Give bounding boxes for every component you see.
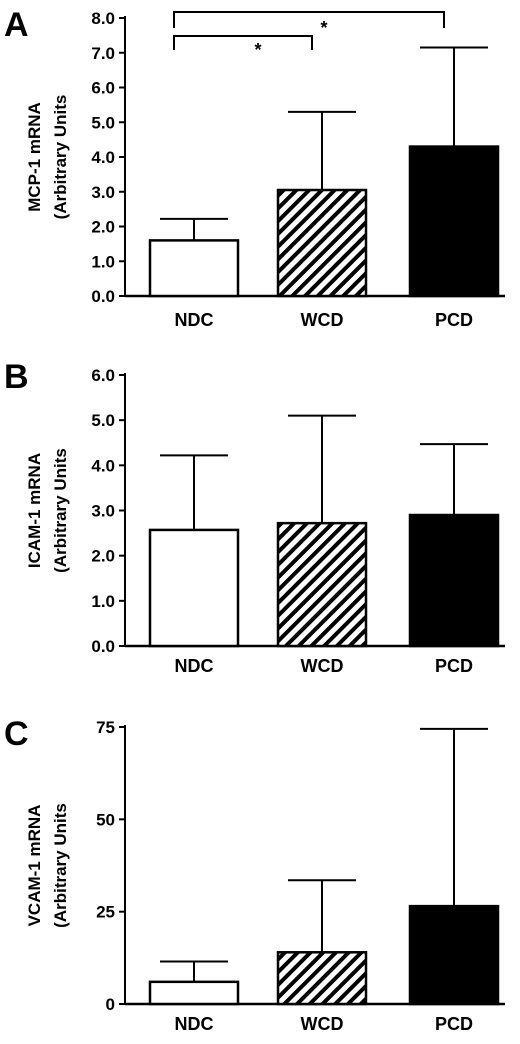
bar-pcd (408, 904, 500, 1006)
bar-wcd (276, 521, 368, 648)
y-tick-label: 8.0 (91, 9, 115, 28)
significance-star: * (254, 40, 261, 60)
bar-pcd (408, 145, 500, 298)
category-label: WCD (301, 310, 344, 330)
category-label: PCD (435, 310, 473, 330)
significance-bracket (173, 35, 313, 50)
bar-pcd (408, 513, 500, 648)
bar-wcd (276, 951, 368, 1006)
y-tick-label: 2.0 (91, 547, 115, 566)
y-tick-label: 1.0 (91, 592, 115, 611)
significance-star: * (320, 18, 327, 38)
panel-letter: C (4, 715, 29, 753)
panel-letter: B (4, 358, 29, 396)
y-axis-label: ICAM-1 mRNA (25, 453, 44, 568)
category-label: NDC (175, 656, 214, 676)
panel-letter: A (4, 6, 29, 44)
significance-bracket (173, 11, 445, 28)
y-tick-label: 0.0 (91, 637, 115, 656)
category-label: NDC (175, 310, 214, 330)
category-label: NDC (175, 1014, 214, 1034)
y-tick-label: 7.0 (91, 44, 115, 63)
y-tick-label: 6.0 (91, 366, 115, 385)
category-label: WCD (301, 1014, 344, 1034)
bar-wcd (276, 188, 368, 298)
y-axis-label-units: (Arbitrary Units (51, 803, 70, 928)
panel-b: B 0.0 1.0 2.0 3.0 4.0 5.0 6.0 ICAM-1 mRNA (Arbitr… (4, 358, 505, 676)
y-tick-label: 5.0 (91, 411, 115, 430)
y-tick-label: 2.0 (91, 218, 115, 237)
y-axis-label: VCAM-1 mRNA (25, 805, 44, 927)
y-tick-label: 25 (96, 903, 115, 922)
category-label: WCD (301, 656, 344, 676)
y-tick-label: 3.0 (91, 183, 115, 202)
y-axis-label-units: (Arbitrary Units (51, 95, 70, 220)
category-label: PCD (435, 1014, 473, 1034)
y-tick-label: 0 (106, 995, 115, 1014)
y-axis-label-units: (Arbitrary Units (51, 448, 70, 573)
bar-ndc (148, 239, 240, 298)
bar-ndc (148, 528, 240, 648)
y-tick-label: 75 (96, 718, 115, 737)
panel-a: A 0.0 1.0 2.0 3.0 4.0 5.0 6.0 7.0 8.0 MCP-1 mRNA (A… (4, 6, 505, 330)
y-tick-label: 3.0 (91, 502, 115, 521)
bar-ndc (148, 980, 240, 1006)
y-tick-label: 4.0 (91, 456, 115, 475)
y-tick-label: 5.0 (91, 113, 115, 132)
y-tick-label: 0.0 (91, 287, 115, 306)
panel-c: C 0 25 50 75 VCAM-1 mRNA (Arbitrary Units NDC WC… (4, 715, 505, 1034)
category-label: PCD (435, 656, 473, 676)
y-tick-label: 1.0 (91, 252, 115, 271)
y-tick-label: 50 (96, 810, 115, 829)
y-tick-label: 4.0 (91, 148, 115, 167)
y-axis-label: MCP-1 mRNA (25, 102, 44, 212)
y-tick-label: 6.0 (91, 79, 115, 98)
